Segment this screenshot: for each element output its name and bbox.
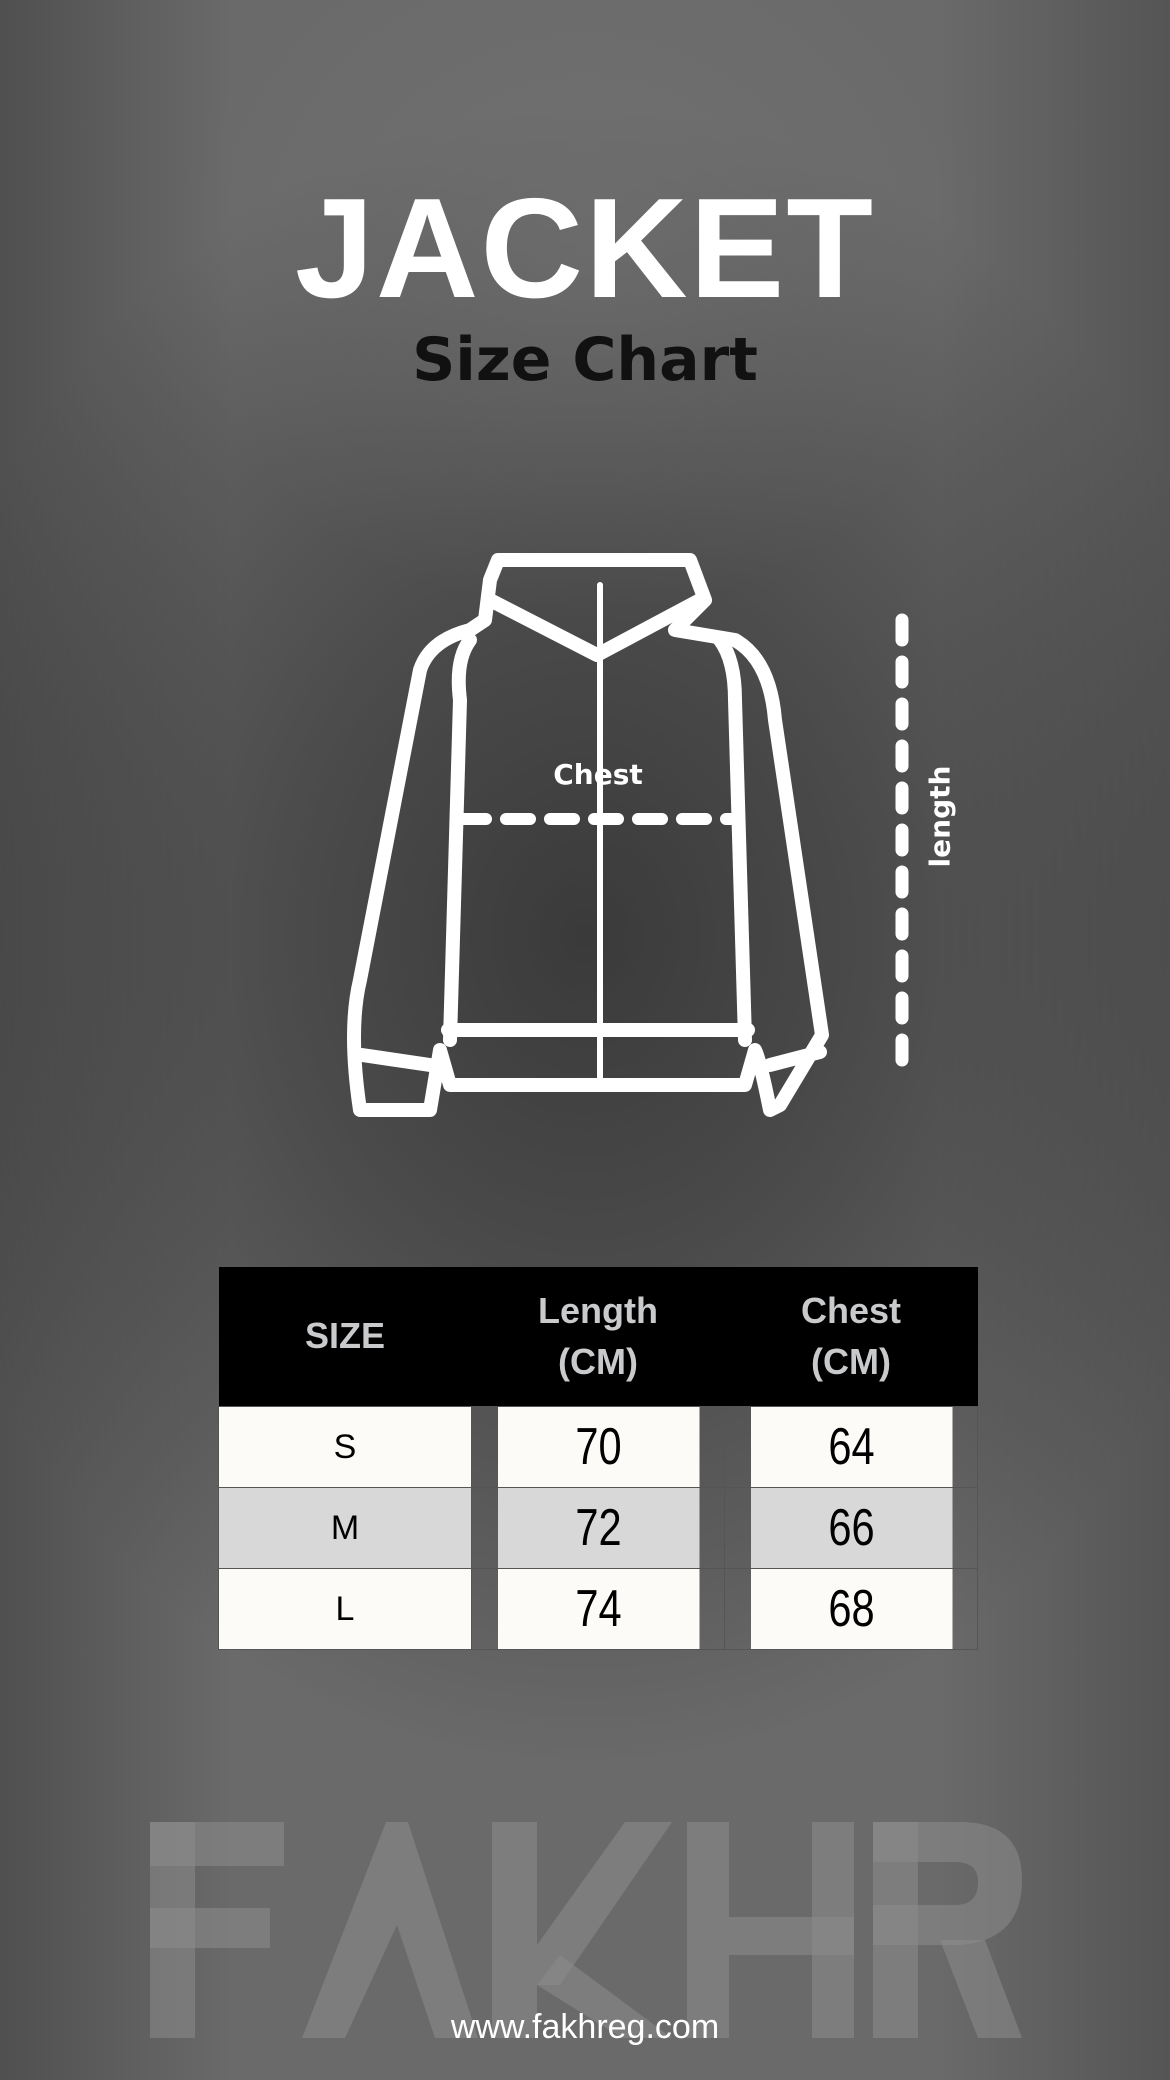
size-table: SIZE Length (CM) Chest (CM) S 70 64 M 72… [218,1267,978,1650]
length-cell: 70 [496,1406,700,1488]
header-size: SIZE [218,1267,472,1407]
chest-cell: 68 [749,1568,953,1650]
size-cell: L [218,1568,472,1650]
logo-letter-f [150,1822,284,2038]
length-cell: 72 [496,1487,700,1569]
logo-letter-k [492,1822,672,2038]
size-cell: M [218,1487,472,1569]
page-subtitle: Size Chart [412,325,758,395]
logo-letter-h [687,1822,854,2038]
chest-label: Chest [553,758,643,791]
chest-cell: 66 [749,1487,953,1569]
table-row: S 70 64 [218,1406,978,1488]
jacket-diagram [0,0,1170,1200]
length-cell: 74 [496,1568,700,1650]
size-cell: S [218,1406,472,1488]
chest-cell: 64 [749,1406,953,1488]
page-title: JACKET [294,169,876,328]
table-header-row: SIZE Length (CM) Chest (CM) [218,1267,978,1407]
table-row: M 72 66 [218,1487,978,1569]
logo-letter-a [302,1822,478,2038]
header-length: Length (CM) [471,1267,725,1407]
table-row: L 74 68 [218,1568,978,1650]
logo-letter-r [873,1822,1022,2038]
website-link[interactable]: www.fakhreg.com [450,2008,720,2046]
header-chest: Chest (CM) [724,1267,978,1407]
